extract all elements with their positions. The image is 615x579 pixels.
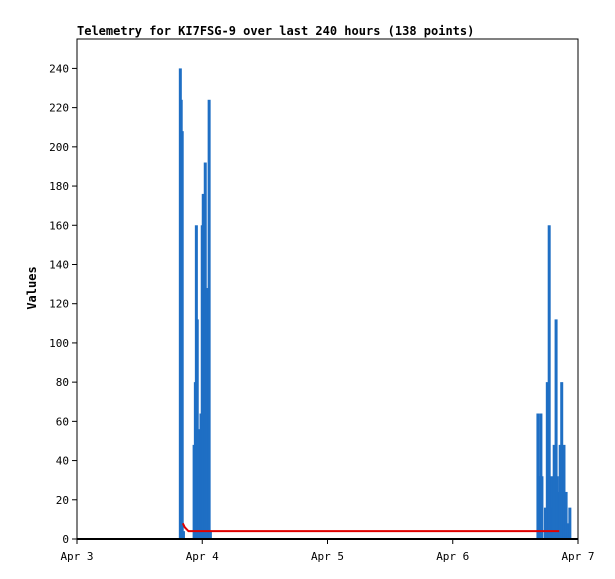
y-tick-label: 240 bbox=[49, 62, 69, 75]
x-tick-label: Apr 5 bbox=[311, 550, 344, 563]
telemetry-bar bbox=[203, 162, 207, 539]
y-axis-label: Values bbox=[25, 266, 39, 309]
x-tick-label: Apr 4 bbox=[186, 550, 219, 563]
telemetry-bar bbox=[545, 382, 549, 539]
y-tick-label: 200 bbox=[49, 141, 69, 154]
y-tick-label: 100 bbox=[49, 337, 69, 350]
telemetry-bar bbox=[207, 99, 211, 540]
y-tick-label: 20 bbox=[56, 494, 69, 507]
series-layer bbox=[77, 68, 578, 540]
y-tick-label: 180 bbox=[49, 180, 69, 193]
y-axis: 0 20 40 60 80 100 120 140 160 180 200 220 240 bbox=[49, 62, 77, 546]
telemetry-bar bbox=[564, 491, 568, 539]
plot-area bbox=[76, 38, 579, 540]
y-tick-label: 60 bbox=[56, 415, 69, 428]
telemetry-bar bbox=[568, 507, 572, 539]
y-tick-label: 160 bbox=[49, 219, 69, 232]
telemetry-bar bbox=[558, 444, 562, 539]
telemetry-bar bbox=[539, 413, 543, 539]
x-tick-label: Apr 3 bbox=[60, 550, 93, 563]
telemetry-bar bbox=[181, 531, 185, 539]
x-tick-label: Apr 7 bbox=[561, 550, 594, 563]
y-tick-label: 0 bbox=[62, 533, 69, 546]
telemetry-series-line-1 bbox=[181, 522, 560, 533]
telemetry-bar bbox=[536, 413, 540, 539]
telemetry-bar bbox=[197, 476, 201, 539]
y-tick-label: 80 bbox=[56, 376, 69, 389]
telemetry-bar bbox=[560, 382, 564, 539]
chart-title: Telemetry for KI7FSG-9 over last 240 hou… bbox=[77, 24, 474, 38]
telemetry-bar bbox=[552, 444, 556, 539]
telemetry-bar bbox=[562, 444, 566, 539]
telemetry-bar bbox=[554, 319, 558, 539]
telemetry-bar bbox=[566, 523, 570, 539]
y-tick-label: 140 bbox=[49, 258, 69, 271]
x-axis: Apr 3 Apr 4 Apr 5 Apr 6 Apr 7 bbox=[60, 539, 595, 563]
telemetry-bar bbox=[557, 491, 561, 539]
telemetry-bar bbox=[205, 288, 209, 539]
y-tick-label: 220 bbox=[49, 102, 69, 115]
y-tick-label: 120 bbox=[49, 298, 69, 311]
y-tick-label: 40 bbox=[56, 455, 69, 468]
x-tick-label: Apr 6 bbox=[436, 550, 469, 563]
telemetry-bar bbox=[180, 131, 184, 539]
telemetry-bar bbox=[547, 225, 551, 539]
telemetry-bar bbox=[208, 531, 212, 539]
telemetry-bar bbox=[540, 476, 544, 539]
telemetry-bar bbox=[543, 507, 547, 539]
